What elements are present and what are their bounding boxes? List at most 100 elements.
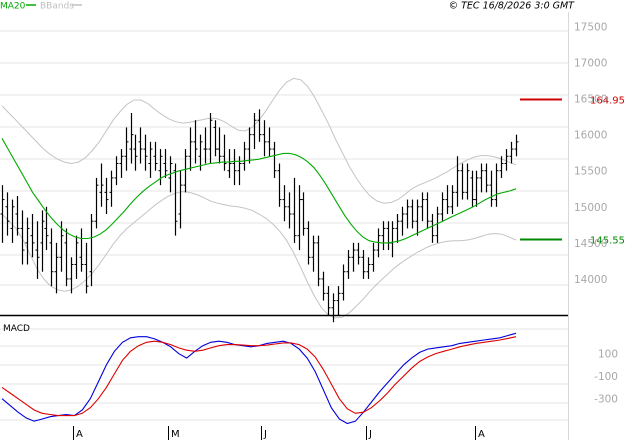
price-tick-label: 15500 bbox=[574, 166, 607, 178]
ohlc-bar bbox=[232, 149, 237, 186]
ohlc-bar bbox=[109, 170, 114, 207]
ohlc-bar bbox=[272, 141, 277, 178]
ohlc-bar bbox=[94, 177, 99, 229]
ohlc-bar bbox=[282, 185, 287, 222]
legend-ma20: MA20 bbox=[0, 2, 26, 12]
ma20-path bbox=[1, 138, 517, 244]
legend-bbands: BBands bbox=[40, 2, 74, 12]
macd-axis: 100 -100 -300 bbox=[594, 349, 618, 406]
ohlc-bar bbox=[395, 214, 400, 243]
ohlc-bar bbox=[361, 250, 366, 279]
ohlc-bar bbox=[213, 120, 218, 157]
ohlc-bar bbox=[198, 134, 203, 171]
ohlc-bar bbox=[188, 127, 193, 171]
price-tick-label: 17000 bbox=[574, 58, 607, 70]
ohlc-bar bbox=[35, 221, 40, 279]
month-label: A bbox=[478, 429, 485, 440]
macd-title: MACD bbox=[3, 324, 30, 334]
ohlc-bar bbox=[415, 199, 420, 236]
ohlc-bar bbox=[124, 127, 129, 171]
ohlc-bar bbox=[10, 199, 15, 243]
ohlc-bar bbox=[509, 141, 514, 164]
ohlc-bar bbox=[119, 149, 124, 178]
ohlc-bar bbox=[356, 242, 361, 265]
ohlc-bar bbox=[489, 170, 494, 207]
ohlc-bar bbox=[494, 163, 499, 207]
ohlc-bar bbox=[267, 127, 272, 157]
ohlc-bar bbox=[138, 127, 143, 164]
ohlc-bar bbox=[346, 250, 351, 279]
ohlc-bar bbox=[257, 109, 262, 142]
macd-tick-label: -100 bbox=[594, 371, 618, 383]
bbands-lower-line bbox=[1, 191, 517, 319]
macd-line bbox=[1, 332, 517, 425]
macd-tick-label: -300 bbox=[594, 394, 618, 406]
ohlc-bar bbox=[499, 156, 504, 178]
ohlc-bar bbox=[450, 185, 455, 214]
ohlc-bar bbox=[321, 271, 326, 301]
ohlc-bar bbox=[381, 221, 386, 251]
ohlc-bar bbox=[465, 163, 470, 200]
ohlc-bar bbox=[222, 134, 227, 171]
ohlc-bar bbox=[49, 228, 54, 287]
price-tick-label: 14000 bbox=[574, 274, 607, 286]
ohlc-bar bbox=[25, 217, 30, 265]
ohlc-bar bbox=[479, 163, 484, 193]
price-axis: 17500 17000 16500 16000 15500 15000 14500 14000 bbox=[574, 21, 607, 286]
ohlc-bar bbox=[430, 214, 435, 243]
price-bars bbox=[0, 109, 519, 323]
ohlc-bar bbox=[440, 192, 445, 222]
ohlc-bar bbox=[193, 120, 198, 164]
ohlc-bar bbox=[79, 228, 84, 272]
ohlc-bar bbox=[470, 170, 475, 207]
ohlc-bar bbox=[410, 199, 415, 229]
macd-panel: MACD 100 -100 -300 bbox=[0, 324, 618, 425]
ohlc-bar bbox=[89, 214, 94, 287]
ohlc-bar bbox=[74, 235, 79, 279]
ohlc-bar bbox=[54, 242, 59, 294]
ohlc-bar bbox=[64, 228, 69, 287]
ohlc-bar bbox=[104, 177, 109, 214]
ohlc-bar bbox=[178, 170, 183, 229]
ohlc-bar bbox=[316, 235, 321, 287]
ohlc-bar bbox=[163, 149, 168, 178]
ohlc-bar bbox=[425, 192, 430, 229]
price-marker-label: 145.55 bbox=[590, 236, 625, 247]
ohlc-bar bbox=[252, 113, 257, 150]
ohlc-bar bbox=[371, 242, 376, 272]
ohlc-bar bbox=[59, 221, 64, 272]
ohlc-bar bbox=[484, 163, 489, 193]
month-label: M bbox=[171, 429, 180, 440]
price-tick-label: 15000 bbox=[574, 202, 607, 214]
ohlc-bar bbox=[30, 214, 35, 258]
ohlc-bar bbox=[69, 257, 74, 294]
ohlc-bar bbox=[277, 163, 282, 207]
ohlc-bar bbox=[336, 286, 341, 315]
ohlc-bar bbox=[133, 134, 138, 171]
ohlc-bar bbox=[247, 127, 252, 164]
ohlc-bar bbox=[0, 185, 5, 243]
price-tick-label: 16000 bbox=[574, 130, 607, 142]
ohlc-bar bbox=[405, 199, 410, 229]
ohlc-bar bbox=[242, 141, 247, 171]
chart-legend: MA20 BBands bbox=[0, 2, 82, 12]
ohlc-bar bbox=[143, 134, 148, 171]
ohlc-bar bbox=[326, 286, 331, 315]
ohlc-bar bbox=[311, 235, 316, 272]
ohlc-bar bbox=[306, 221, 311, 265]
ohlc-bar bbox=[514, 134, 519, 157]
copyright-timestamp: © TEC 16/8/2026 3:0 GMT bbox=[449, 1, 576, 12]
price-tick-label: 16500 bbox=[574, 94, 607, 106]
macd-lines bbox=[1, 332, 517, 425]
ohlc-bar bbox=[460, 163, 465, 200]
ohlc-bar bbox=[208, 113, 213, 164]
ohlc-bar bbox=[148, 141, 153, 178]
ohlc-bar bbox=[420, 192, 425, 222]
ohlc-bar bbox=[455, 156, 460, 207]
ohlc-bar bbox=[15, 195, 20, 236]
ohlc-bar bbox=[301, 192, 306, 236]
ohlc-bar bbox=[341, 264, 346, 301]
ohlc-bar bbox=[287, 192, 292, 229]
ohlc-bar bbox=[474, 170, 479, 207]
